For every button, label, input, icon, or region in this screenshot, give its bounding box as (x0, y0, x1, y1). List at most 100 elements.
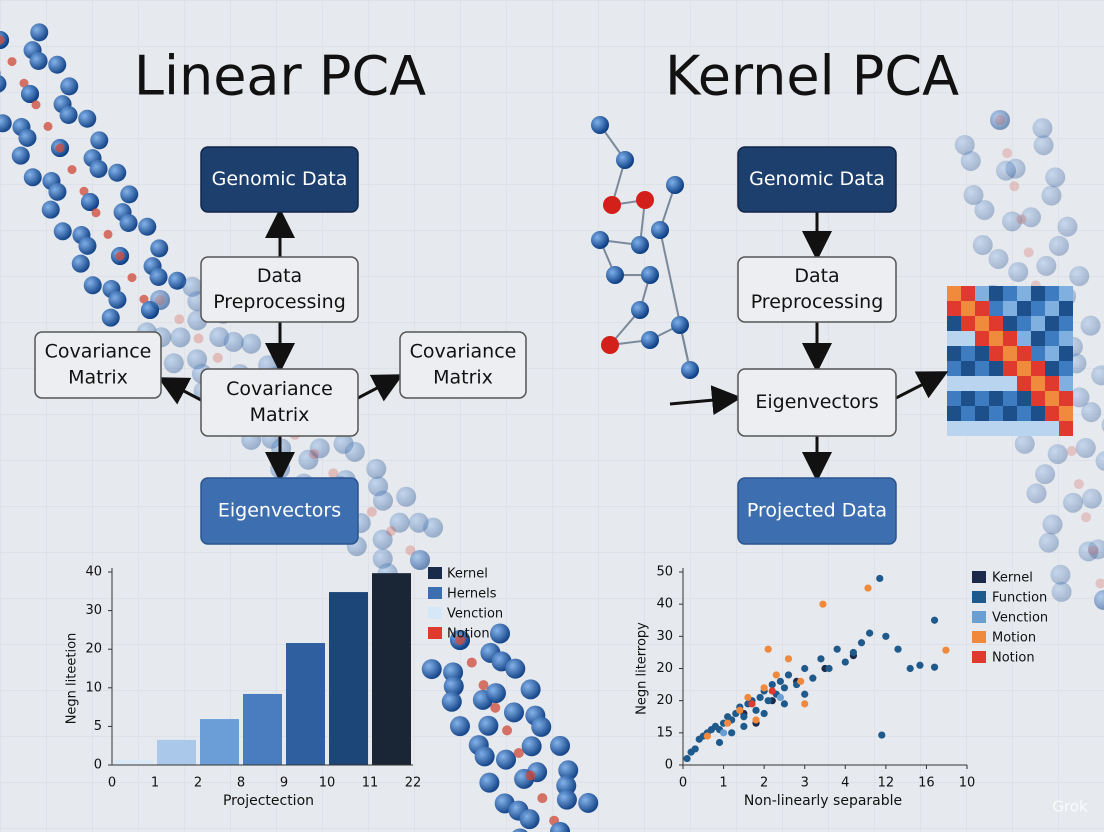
flow-node (200, 368, 359, 437)
x-tick-label: 16 (918, 776, 935, 791)
scatter-point (833, 645, 841, 653)
heatmap-cell (961, 361, 975, 376)
dna-bead (1038, 532, 1059, 553)
dna-bead (503, 702, 524, 723)
x-tick-label: 12 (878, 776, 895, 791)
bar (329, 592, 368, 765)
scatter-point (849, 648, 858, 657)
bar (200, 719, 239, 765)
y-tick-label: 30 (85, 603, 102, 618)
heatmap-cell (961, 406, 975, 421)
dna-bead (1035, 464, 1056, 485)
flow-node (737, 368, 897, 437)
heatmap-cell (1059, 286, 1073, 301)
dna-bead (168, 271, 187, 290)
node-label: Genomic Data (749, 168, 885, 190)
dna-bead (0, 75, 7, 93)
dna-bead (520, 679, 541, 700)
scatter-point (780, 700, 789, 708)
node-label: Matrix (433, 367, 493, 389)
legend-label: Notion (447, 627, 490, 642)
scatter-point (764, 697, 772, 705)
scatter-point (752, 716, 760, 724)
node-label: Data (794, 265, 839, 287)
legend-swatch (972, 591, 986, 603)
heatmap-cell (1031, 421, 1045, 436)
dna-bead (512, 828, 528, 832)
dna-bead (18, 128, 37, 147)
dna-bead (1020, 207, 1041, 228)
heatmap-cell (1017, 331, 1031, 346)
x-tick-label: 2 (194, 776, 202, 791)
title: Linear PCA (134, 45, 426, 108)
bar (286, 643, 325, 765)
heatmap-cell (947, 286, 961, 301)
dna-bead (443, 662, 464, 683)
scatter-point (916, 661, 924, 669)
dna-bead (485, 683, 506, 704)
dna-rung (478, 680, 489, 691)
scatter-point (772, 671, 780, 679)
dna-bead (519, 809, 540, 830)
heatmap-cell (1045, 331, 1059, 346)
dna-bead (372, 490, 393, 511)
dna-rung (537, 793, 548, 804)
x-axis-label: Projectection (223, 793, 314, 809)
dna-bead (1080, 315, 1101, 336)
heatmap-cell (1059, 316, 1073, 331)
heatmap-cell (1017, 406, 1031, 421)
heatmap-cell (989, 286, 1003, 301)
scatter-point (736, 706, 744, 714)
x-tick-label: 9 (280, 776, 288, 791)
dna-bead (421, 659, 442, 680)
heatmap-cell (947, 361, 961, 376)
legend-label: Kernel (447, 567, 488, 582)
dna-bead (241, 333, 262, 354)
dna-rung (1002, 148, 1013, 159)
heatmap-cell (1003, 331, 1017, 346)
legend-label: Function (992, 591, 1047, 606)
scatter-point (930, 616, 939, 624)
dna-bead (474, 746, 495, 767)
dna-rung (525, 770, 536, 781)
heatmap-cell (1059, 361, 1073, 376)
heatmap-cell (961, 316, 975, 331)
arrow (669, 385, 742, 416)
dna-rung (43, 121, 53, 131)
dna-bead (48, 55, 67, 74)
dna-bead (396, 486, 417, 507)
dna-rung (1088, 545, 1099, 556)
scatter-point (876, 574, 884, 583)
dna-rung (1009, 181, 1020, 192)
dna-rung (502, 725, 513, 736)
dna-rung (1081, 512, 1092, 523)
atom (681, 361, 699, 379)
dna-bead (1032, 118, 1053, 139)
x-tick-label: 4 (841, 776, 849, 791)
dna-bead (1063, 492, 1084, 513)
x-tick-label: 1 (719, 776, 727, 791)
legend-swatch (428, 627, 442, 639)
node-label: Matrix (250, 404, 310, 426)
dna-bead (1069, 387, 1090, 408)
heatmap-cell (961, 346, 975, 361)
dna-rung (513, 747, 524, 758)
dna-bead (90, 131, 109, 150)
dna-bead (298, 449, 319, 470)
x-tick-label: 2 (760, 776, 768, 791)
node-label: Covariance (410, 341, 517, 363)
x-tick-label: 1 (151, 776, 159, 791)
scatter-point (703, 732, 711, 740)
flow-node (737, 256, 897, 323)
scatter-point (809, 674, 817, 682)
dna-bead (410, 550, 430, 570)
scatter-point (768, 687, 776, 695)
heatmap-cell (1017, 376, 1031, 391)
scatter-point (819, 600, 827, 608)
atom (671, 316, 689, 334)
dna-rung (466, 657, 477, 668)
title: Kernel PCA (665, 45, 959, 108)
dna-bead (48, 182, 67, 201)
dna-rung (7, 57, 17, 67)
heatmap-cell (1059, 421, 1073, 436)
